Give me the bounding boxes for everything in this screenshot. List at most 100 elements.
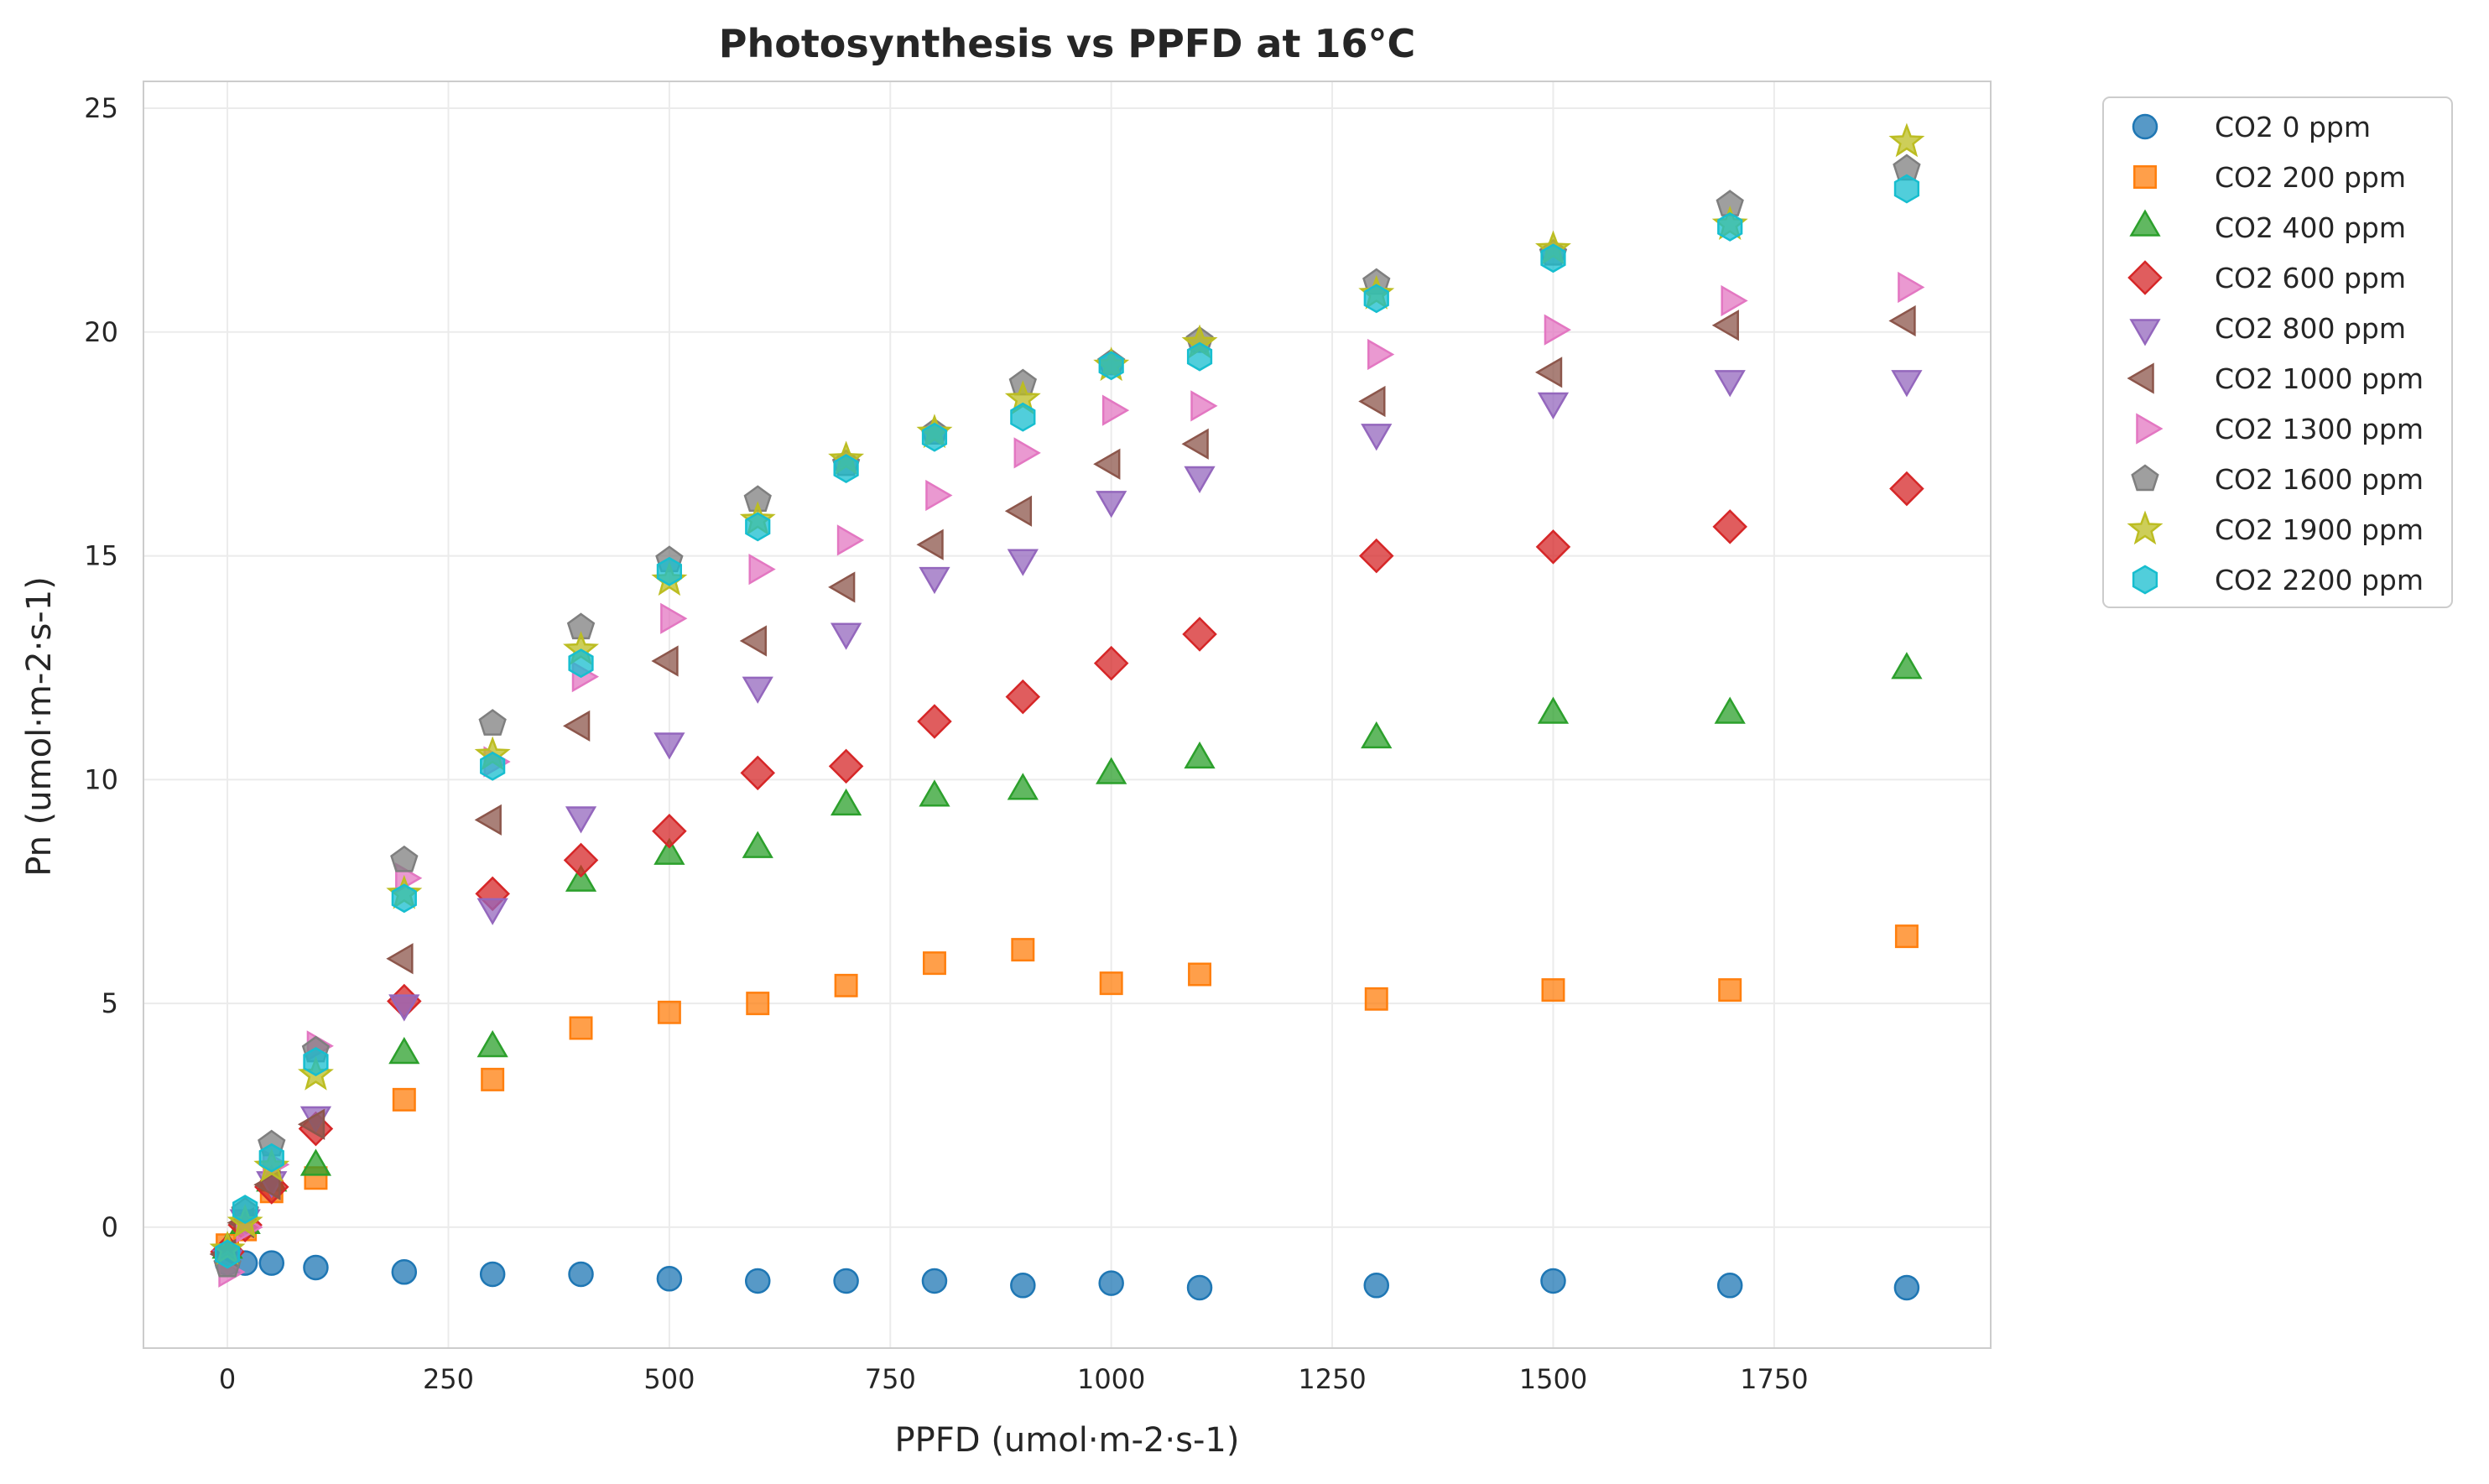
data-point <box>651 645 679 677</box>
data-point <box>1363 1273 1390 1299</box>
data-point <box>1891 652 1923 680</box>
data-point <box>653 837 685 865</box>
legend-label: CO2 1000 ppm <box>2215 362 2424 395</box>
legend-marker <box>2127 260 2163 295</box>
legend-box <box>2102 96 2453 608</box>
data-point <box>1540 1268 1566 1294</box>
data-point <box>479 1261 506 1288</box>
data-point <box>1011 938 1035 962</box>
data-point <box>1894 924 1919 949</box>
data-point <box>1358 385 1386 418</box>
data-point <box>391 1259 418 1285</box>
data-point <box>1004 495 1033 527</box>
legend-marker <box>2129 319 2161 346</box>
data-point <box>1098 351 1124 381</box>
data-point <box>1718 978 1742 1002</box>
data-point <box>1889 471 1924 507</box>
data-point <box>1544 314 1571 346</box>
data-point <box>474 804 502 836</box>
data-point <box>657 1000 681 1024</box>
data-point <box>386 943 414 975</box>
data-point <box>746 992 770 1016</box>
legend-marker <box>2132 113 2158 140</box>
data-point <box>1005 679 1041 715</box>
data-point <box>1363 284 1389 314</box>
data-point <box>1010 1273 1036 1299</box>
legend-label: CO2 1300 ppm <box>2215 413 2424 445</box>
data-point <box>1712 509 1747 544</box>
y-axis-label: Pn (umol·m-2·s-1) <box>20 576 59 877</box>
data-point <box>1096 491 1127 518</box>
data-point <box>297 1108 325 1140</box>
data-point <box>391 883 417 914</box>
x-axis-label: PPFD (umol·m-2·s-1) <box>895 1421 1240 1460</box>
grid <box>143 81 1991 1348</box>
data-point <box>833 1268 859 1294</box>
legend-label: CO2 800 ppm <box>2215 312 2406 345</box>
data-point <box>392 1087 416 1112</box>
legend-item: CO2 200 ppm <box>2133 161 2406 194</box>
data-point <box>388 1037 420 1065</box>
data-point <box>1537 392 1570 419</box>
data-point <box>1721 284 1748 317</box>
plot-frame <box>143 81 1992 1349</box>
data-point <box>1717 211 1743 242</box>
data-point <box>742 831 773 858</box>
data-point <box>565 864 597 892</box>
data-point <box>744 1268 771 1294</box>
data-point <box>1093 448 1121 480</box>
data-point <box>1537 696 1570 724</box>
legend-label: CO2 1600 ppm <box>2215 463 2424 496</box>
y-tick-label: 25 <box>84 92 118 124</box>
data-point <box>1184 466 1216 494</box>
data-point <box>476 898 508 925</box>
data-point <box>917 704 952 739</box>
legend-label: CO2 0 ppm <box>2215 111 2371 143</box>
data-point <box>1184 741 1216 769</box>
legend-item: CO2 1900 ppm <box>2127 510 2424 546</box>
data-point <box>258 1250 285 1276</box>
y-axis-ticks: 0 5 10 15 20 25 <box>84 92 118 1243</box>
data-point <box>656 556 682 586</box>
data-point <box>565 806 597 834</box>
x-tick-label: 1750 <box>1740 1363 1808 1395</box>
data-point <box>1093 645 1129 681</box>
data-point <box>833 454 859 483</box>
data-point <box>568 648 594 679</box>
x-tick-label: 1000 <box>1077 1363 1145 1395</box>
legend-item: CO2 1300 ppm <box>2136 413 2424 445</box>
legend-item: CO2 800 ppm <box>2129 312 2406 346</box>
data-point <box>922 951 946 976</box>
data-point <box>303 1254 329 1281</box>
data-point <box>1007 549 1039 576</box>
legend-label: CO2 200 ppm <box>2215 161 2406 194</box>
legend-label: CO2 400 ppm <box>2215 211 2406 244</box>
data-point <box>569 1016 593 1040</box>
legend-item: CO2 600 ppm <box>2127 260 2406 295</box>
legend-item: CO2 400 ppm <box>2129 209 2406 244</box>
data-point <box>919 566 950 595</box>
data-point <box>745 512 771 542</box>
data-point <box>925 479 953 512</box>
x-tick-label: 750 <box>865 1363 916 1395</box>
legend-item: CO2 0 ppm <box>2132 111 2371 143</box>
data-point <box>653 732 685 760</box>
x-tick-label: 250 <box>423 1363 474 1395</box>
data-point <box>1186 1274 1213 1301</box>
data-point <box>1714 370 1746 398</box>
data-point <box>921 422 948 452</box>
x-tick-label: 500 <box>643 1363 695 1395</box>
data-point <box>1098 1270 1124 1296</box>
data-point <box>828 571 856 603</box>
data-point <box>1186 341 1213 372</box>
y-tick-label: 10 <box>84 763 118 795</box>
legend-label: CO2 1900 ppm <box>2215 513 2424 546</box>
data-point <box>656 1266 683 1292</box>
y-tick-label: 5 <box>102 987 118 1019</box>
data-point <box>660 602 688 634</box>
data-point <box>1361 721 1393 749</box>
data-point <box>1361 424 1393 451</box>
series-co2-0-ppm <box>214 1250 1920 1301</box>
data-point <box>1535 529 1571 565</box>
data-point <box>1096 757 1127 784</box>
